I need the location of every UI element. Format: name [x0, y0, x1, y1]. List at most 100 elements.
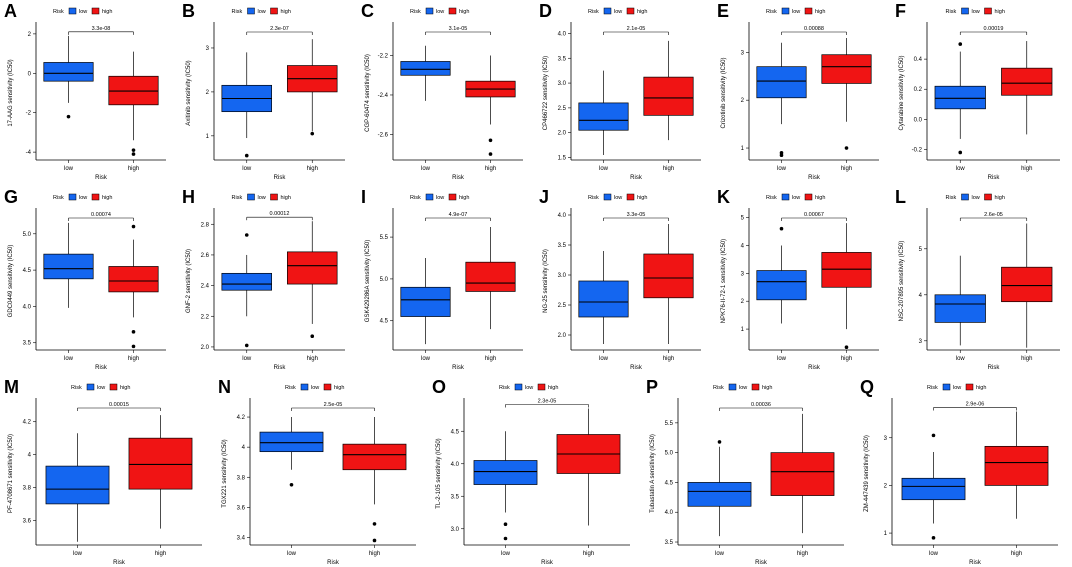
box-iqr: [934, 294, 986, 323]
box-high: [342, 417, 407, 543]
y-tick-label: 3: [741, 271, 745, 277]
legend-swatch-high: [448, 193, 457, 201]
x-tick-label-high: high: [797, 551, 808, 557]
x-tick-label-low: low: [64, 166, 74, 172]
outlier-point: [958, 150, 963, 155]
legend-swatch-low: [247, 193, 255, 201]
box-iqr: [1001, 67, 1053, 96]
panel-g: G Risk low high 3.5 4.0 4.5 5.0 GDC0449 sensitiv…: [4, 187, 166, 371]
y-tick-label: 4: [741, 243, 745, 249]
x-tick-label-low: low: [777, 356, 787, 362]
box-iqr: [643, 76, 694, 116]
legend: Risk low high: [713, 383, 772, 391]
box-iqr: [259, 431, 324, 453]
x-tick-label-low: low: [501, 551, 511, 557]
legend: Risk low high: [588, 193, 647, 201]
y-tick-label: 5.0: [23, 232, 32, 238]
y-tick-label: 0: [28, 71, 32, 77]
outlier-point: [289, 482, 294, 487]
y-axis-title: GDC0449 sensitivity (IC50): [8, 245, 14, 318]
legend-title: Risk: [766, 9, 777, 15]
legend-label-low: low: [792, 195, 800, 201]
panel-k: K Risk low high 1 2 3 4 5 NPK76-II-72-1 sensitivi…: [717, 187, 879, 371]
y-tick-label: 5.5: [380, 235, 389, 241]
x-axis-title: Risk: [988, 175, 1001, 181]
box-high: [821, 223, 872, 350]
y-tick-label: 3: [884, 436, 888, 442]
legend-title: Risk: [713, 385, 724, 391]
x-tick-label-high: high: [128, 166, 139, 172]
outlier-point: [310, 334, 315, 339]
x-tick-label-high: high: [1021, 356, 1032, 362]
legend-swatch-low: [68, 7, 77, 15]
box-low: [259, 417, 324, 487]
box-low: [578, 251, 629, 344]
box-high: [984, 411, 1049, 519]
legend-title: Risk: [588, 9, 599, 15]
legend-label-high: high: [995, 9, 1005, 15]
box-low: [934, 42, 986, 155]
legend: Risk low high: [410, 7, 469, 15]
legend-swatch-high: [270, 7, 278, 15]
panel-letter: O: [432, 377, 446, 397]
y-tick-label: 1: [741, 327, 745, 333]
panel-o: O Risk low high 3.0 3.5 4.0 4.5 TL-2-105 sensiti…: [432, 377, 630, 566]
y-axis-title: NSC-207895 sensitivity (IC50): [899, 241, 905, 322]
legend-swatch-high: [270, 193, 278, 201]
x-tick-label-low: low: [242, 356, 252, 362]
panel-letter: L: [895, 187, 906, 207]
panel-f: F Risk low high -0.2 0.0 0.2 0.4 Cytarabine sens…: [895, 1, 1060, 181]
legend-title: Risk: [53, 195, 64, 201]
outlier-point: [503, 522, 508, 526]
box-iqr: [108, 266, 159, 293]
box-low: [221, 52, 272, 158]
y-axis-title: TGX221 sensitivity (IC50): [222, 439, 228, 507]
legend-swatch-low: [961, 7, 969, 15]
x-axis-title: Risk: [113, 560, 126, 566]
legend-label-high: high: [637, 9, 647, 15]
box-iqr: [821, 252, 872, 288]
p-value-label: 2.5e-05: [324, 402, 343, 408]
box-iqr: [43, 253, 94, 280]
box-low: [901, 433, 966, 540]
x-tick-label-low: low: [73, 551, 83, 557]
y-axis-title: GNF-2 sensitivity (IC50): [186, 249, 192, 313]
panel-letter: C: [361, 1, 374, 21]
significance-bracket: 0.00036: [719, 402, 803, 411]
panel-letter: P: [646, 377, 658, 397]
panel-b: B Risk low high 1 2 3 Axitinib sensitivity (IC5…: [182, 1, 345, 181]
outlier-point: [244, 153, 249, 158]
legend-swatch-high: [626, 193, 635, 201]
legend-label-low: low: [258, 9, 266, 15]
legend-label-high: high: [637, 195, 647, 201]
significance-bracket: 0.00088: [781, 26, 847, 35]
y-tick-label: 3.6: [237, 505, 246, 511]
legend-swatch-high: [91, 7, 100, 15]
legend-swatch-low: [603, 7, 612, 15]
y-tick-label: 4.5: [451, 429, 460, 435]
x-tick-label-low: low: [242, 166, 252, 172]
legend-swatch-high: [965, 383, 974, 391]
box-iqr: [821, 54, 872, 84]
legend-label-low: low: [258, 195, 266, 201]
legend: Risk low high: [232, 7, 291, 15]
outlier-point: [779, 226, 784, 231]
legend-swatch-low: [781, 7, 790, 15]
y-tick-label: 4.0: [23, 304, 32, 310]
outlier-point: [931, 536, 936, 540]
y-tick-label: 2.2: [201, 314, 210, 320]
legend-swatch-low: [86, 383, 95, 391]
box-iqr: [128, 437, 193, 490]
y-tick-label: 3.8: [23, 485, 32, 491]
panel-i: I Risk low high 4.5 5.0 5.5 GSK429286A sensitiv…: [361, 187, 523, 371]
x-axis-title: Risk: [969, 560, 982, 566]
box-iqr: [342, 443, 407, 471]
x-axis-title: Risk: [755, 560, 768, 566]
y-tick-label: 2.0: [558, 333, 567, 339]
legend: Risk low high: [766, 193, 825, 201]
y-tick-label: 2.4: [201, 284, 210, 290]
legend-swatch-low: [961, 193, 969, 201]
x-axis-title: Risk: [452, 365, 465, 371]
y-tick-label: 2: [28, 32, 32, 38]
box-iqr: [1001, 266, 1053, 303]
